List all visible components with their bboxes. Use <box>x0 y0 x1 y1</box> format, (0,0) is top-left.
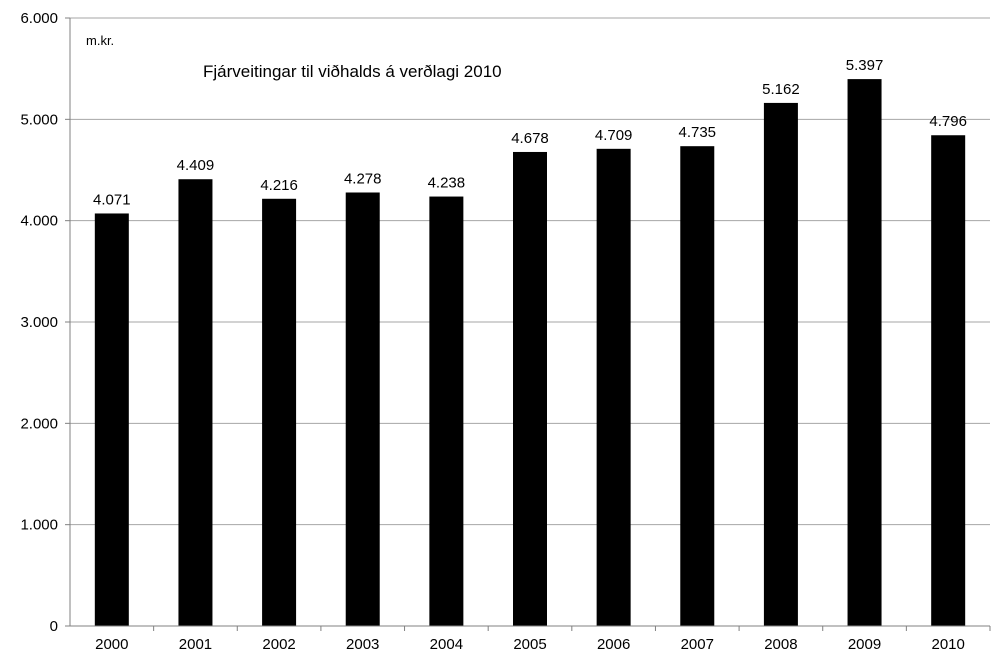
x-tick-label-2007: 2007 <box>681 636 714 653</box>
y-tick-label: 3.000 <box>20 314 58 331</box>
bar-2008 <box>763 102 798 626</box>
data-label-2004: 4.238 <box>428 175 466 192</box>
bar-2006 <box>596 148 631 626</box>
x-tick-label-2003: 2003 <box>346 636 379 653</box>
bar-2009 <box>847 79 882 626</box>
data-label-2009: 5.397 <box>846 57 884 74</box>
y-tick-label: 2.000 <box>20 415 58 432</box>
data-label-2007: 4.735 <box>678 124 716 141</box>
x-tick-label-2002: 2002 <box>262 636 295 653</box>
y-tick-label: 4.000 <box>20 213 58 230</box>
data-label-2005: 4.678 <box>511 130 549 147</box>
x-tick-label-2000: 2000 <box>95 636 128 653</box>
bar-2003 <box>345 192 380 626</box>
bar-2002 <box>262 198 297 626</box>
x-tick-label-2008: 2008 <box>764 636 797 653</box>
y-tick-label: 5.000 <box>20 111 58 128</box>
y-tick-label: 0 <box>50 618 58 635</box>
unit-label: m.kr. <box>86 33 114 48</box>
bar-2000 <box>94 213 129 627</box>
y-tick-label: 1.000 <box>20 517 58 534</box>
data-label-2006: 4.709 <box>595 127 633 144</box>
bar-2007 <box>680 146 715 627</box>
data-label-2008: 5.162 <box>762 81 800 98</box>
x-tick-label-2004: 2004 <box>430 636 463 653</box>
x-tick-label-2006: 2006 <box>597 636 630 653</box>
x-tick-label-2010: 2010 <box>931 636 964 653</box>
data-label-2001: 4.409 <box>177 157 215 174</box>
bars <box>94 79 966 627</box>
data-label-2010: 4.796 <box>929 113 967 130</box>
labels: 0 1.000 2.000 3.000 4.000 5.000 6.000 4.071 2000… <box>20 10 967 653</box>
bar-2010 <box>931 135 966 626</box>
y-tick-label: 6.000 <box>20 10 58 27</box>
axes <box>65 17 991 631</box>
bar-2005 <box>513 151 547 627</box>
data-label-2000: 4.071 <box>93 191 131 208</box>
bar-2001 <box>178 179 213 627</box>
x-tick-label-2001: 2001 <box>179 636 212 653</box>
bar-2004 <box>429 196 464 627</box>
data-label-2002: 4.216 <box>260 177 298 194</box>
chart-title: Fjárveitingar til viðhalds á verðlagi 20… <box>203 62 502 81</box>
x-tick-label-2005: 2005 <box>513 636 546 653</box>
data-label-2003: 4.278 <box>344 170 382 187</box>
x-tick-label-2009: 2009 <box>848 636 881 653</box>
